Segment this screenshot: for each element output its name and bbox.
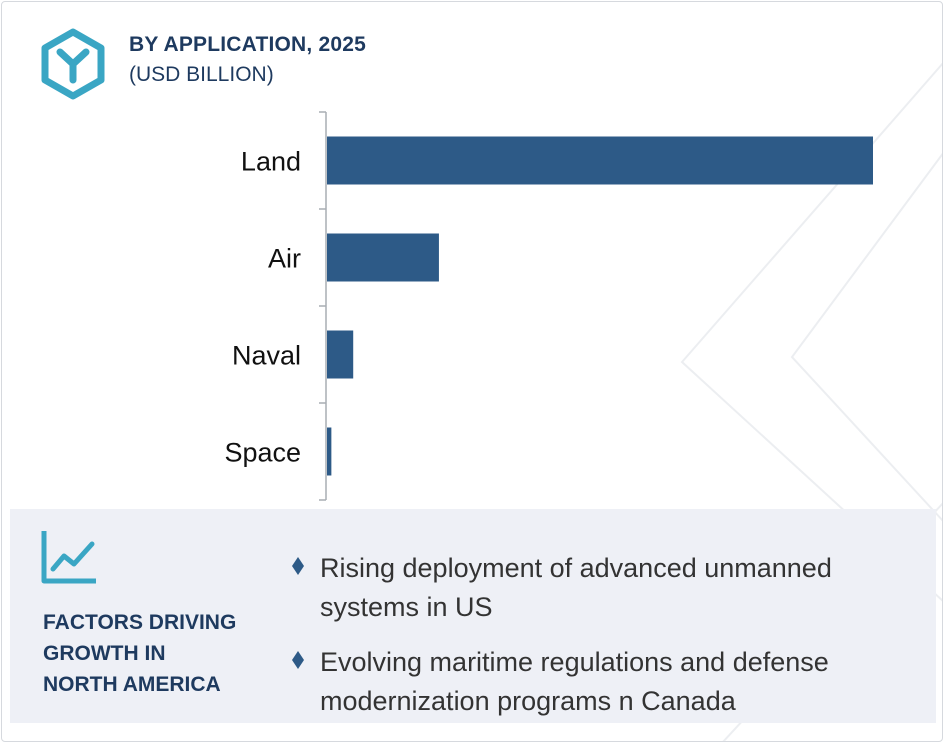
chart-title: BY APPLICATION, 2025 [129,33,367,56]
bar-chart-svg: Land Air Naval Space [224,111,873,501]
factor-text: Evolving maritime regulations and defens… [320,647,829,716]
list-item: Rising deployment of advanced unmanned s… [292,549,912,627]
bar-chart: Land Air Naval Space [2,107,942,507]
factors-title-line: NORTH AMERICA [43,673,221,696]
bar [327,136,873,185]
factors-list: Rising deployment of advanced unmanned s… [292,549,912,737]
category-label: Naval [232,341,301,371]
diamond-bullet-icon [292,557,304,575]
hexagon-y-logo-icon [41,28,105,100]
diamond-bullet-icon [292,651,304,669]
factor-text: Rising deployment of advanced unmanned s… [320,553,832,622]
category-label: Space [224,438,301,468]
list-item: Evolving maritime regulations and defens… [292,643,912,721]
factors-title-line: FACTORS DRIVING [43,611,237,634]
bar [327,330,354,379]
bar [327,233,439,282]
category-label: Air [268,244,301,274]
factors-title-line: GROWTH IN [43,642,166,665]
chart-subtitle: (USD BILLION) [129,63,274,86]
factors-title: FACTORS DRIVING GROWTH IN NORTH AMERICA [43,607,263,700]
factors-panel: FACTORS DRIVING GROWTH IN NORTH AMERICA … [10,509,936,723]
category-label: Land [241,147,301,177]
line-chart-icon [41,531,96,584]
bar [327,427,332,476]
